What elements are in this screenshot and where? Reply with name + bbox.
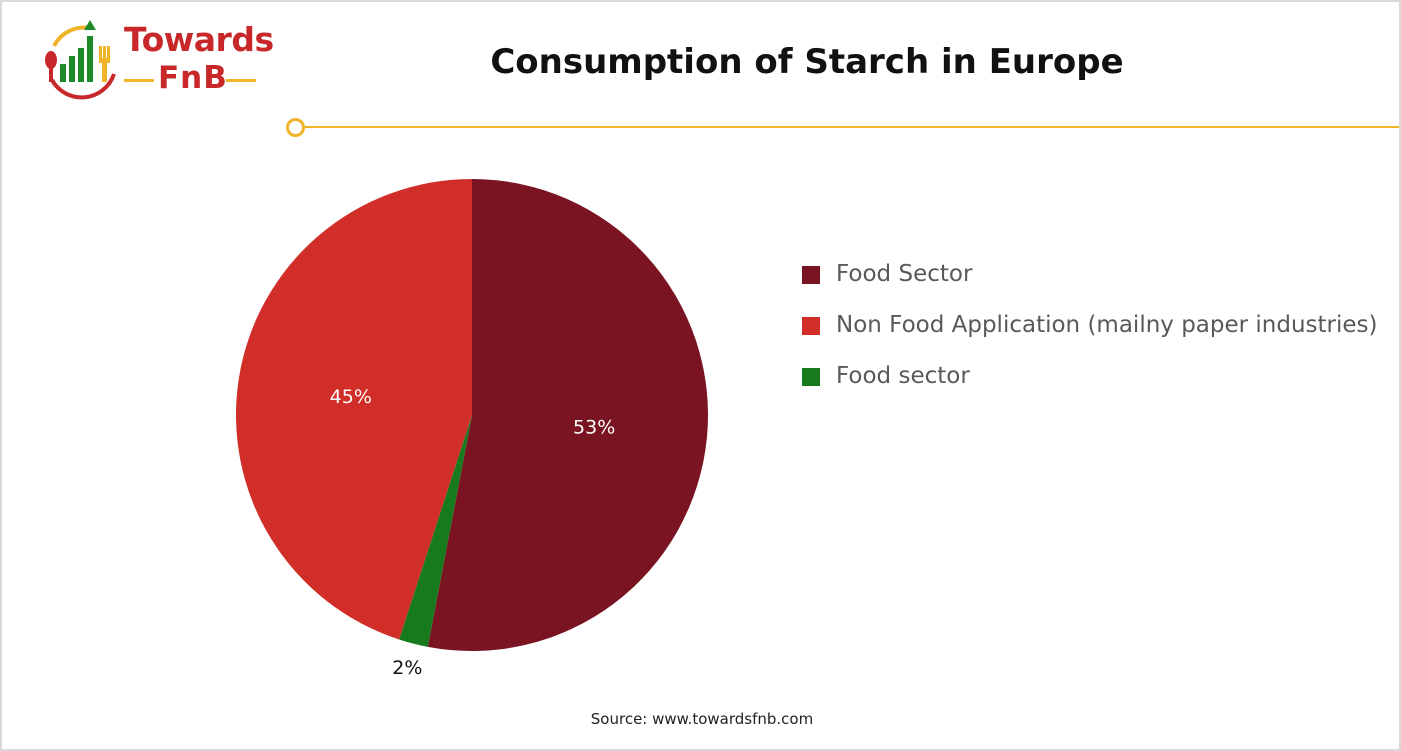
legend-item-0: Food Sector [802,258,1397,309]
chart-legend: Food Sector Non Food Application (mailny … [802,258,1397,411]
legend-item-1: Non Food Application (mailny paper indus… [802,309,1397,360]
pie-data-label-1: 2% [392,657,422,679]
legend-swatch-0 [802,266,820,284]
pie-data-label-0: 53% [573,417,615,439]
logo-text-fnb: FnB [158,60,228,96]
bar-chart-with-spoon-and-fork-icon [45,20,116,100]
legend-label-0: Food Sector [836,261,973,287]
logo-text-towards: Towards [124,20,274,59]
decorative-divider-line [305,126,1399,128]
source-note: Source: www.towardsfnb.com [590,710,814,728]
pie-slice-1 [399,415,472,647]
legend-swatch-2 [802,368,820,386]
legend-label-2: Food sector [836,363,970,389]
chart-title: Consumption of Starch in Europe [490,42,1124,82]
pie-data-label-2: 45% [330,386,372,408]
legend-label-1: Non Food Application (mailny paper indus… [836,312,1378,338]
logo-dash-right [226,79,256,82]
legend-swatch-1 [802,317,820,335]
pie-slice-2 [236,179,472,640]
towardsfnb-logo: Towards FnB [40,16,274,100]
legend-item-2: Food sector [802,360,1397,411]
logo-dash-left [124,79,154,82]
pie-slice-0 [427,179,709,651]
decorative-circle-icon [286,118,305,137]
logo-fnb-row: FnB [124,60,260,98]
